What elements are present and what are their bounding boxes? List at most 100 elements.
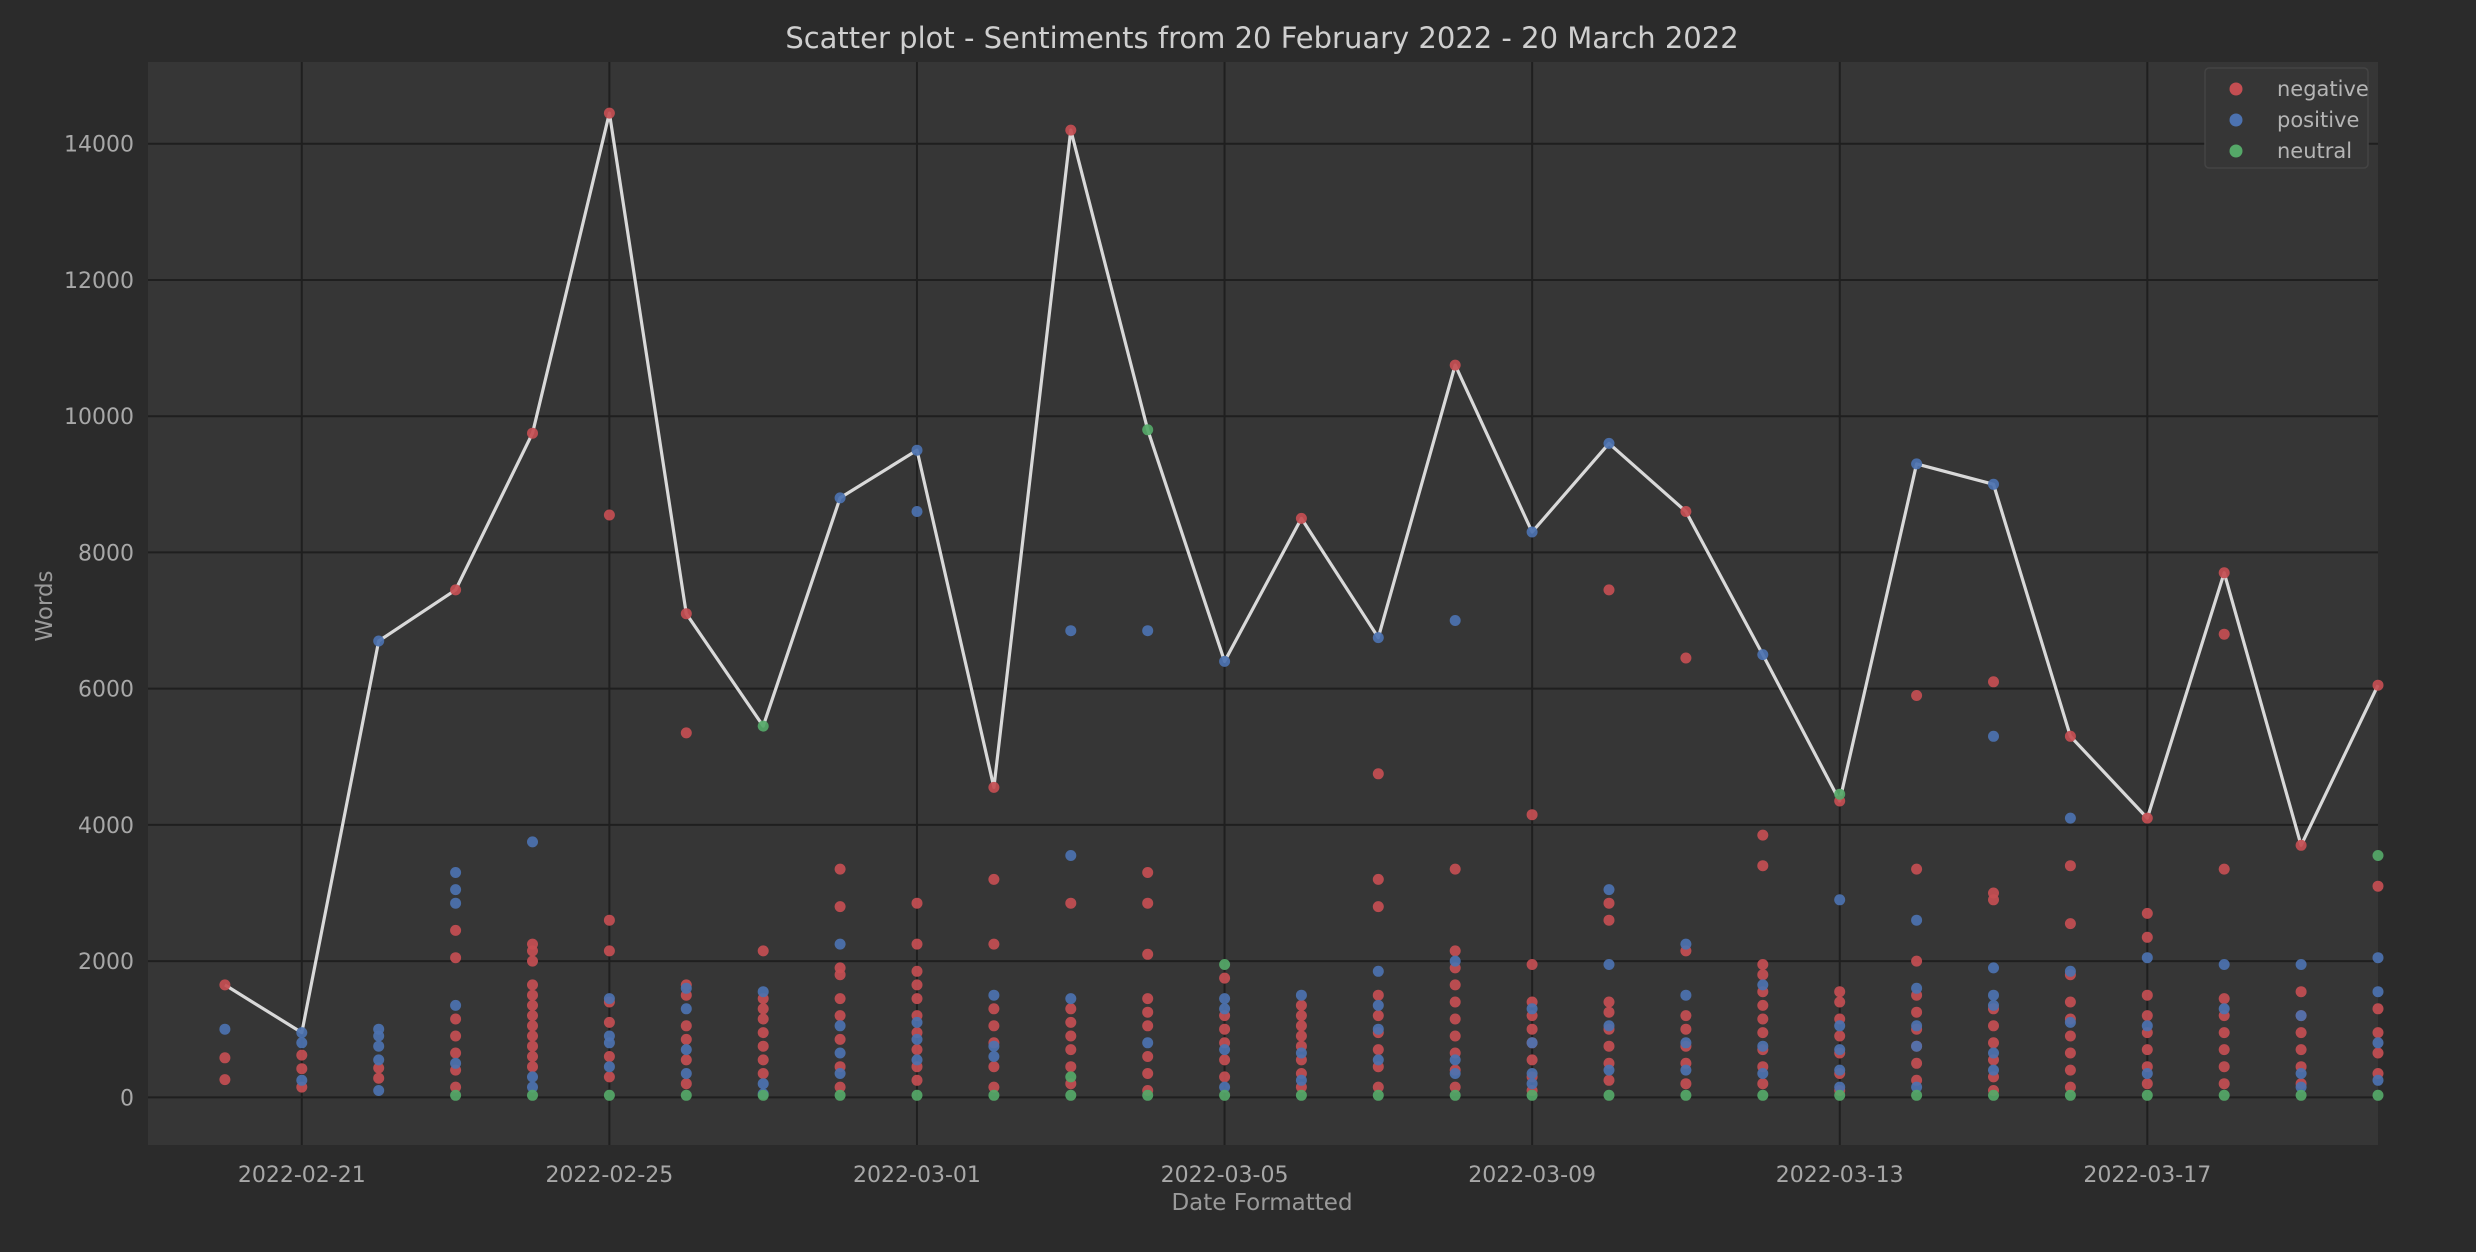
positive-point — [1911, 1081, 1923, 1093]
x-tick-label: 2022-03-09 — [1468, 1163, 1596, 1188]
neutral-point — [2141, 1089, 2153, 1101]
positive-point — [1988, 730, 1999, 742]
positive-point — [1449, 1068, 1461, 1079]
negative-point — [373, 1072, 385, 1084]
positive-point — [1603, 1064, 1615, 1076]
positive-point — [1449, 1054, 1461, 1066]
positive-point — [1680, 938, 1692, 950]
positive-point — [1372, 1023, 1384, 1035]
negative-point — [1757, 969, 1769, 981]
positive-point — [757, 986, 769, 998]
neutral-point — [1988, 1089, 1999, 1101]
positive-point — [911, 1054, 923, 1066]
neutral-point — [2218, 1089, 2230, 1101]
negative-point — [1449, 863, 1461, 875]
negative-point — [2064, 1047, 2076, 1059]
negative-point — [1526, 1054, 1538, 1066]
positive-point — [2295, 1081, 2307, 1093]
negative-point — [834, 1010, 846, 1022]
negative-point — [603, 1051, 615, 1062]
negative-point — [1757, 959, 1769, 970]
neutral-point — [834, 1089, 846, 1101]
negative-point — [2218, 567, 2230, 579]
negative-point — [1449, 945, 1461, 957]
negative-point — [988, 1020, 1000, 1032]
negative-point — [2064, 1081, 2076, 1093]
negative-point — [603, 945, 615, 957]
x-tick-label: 2022-02-25 — [545, 1163, 673, 1188]
positive-point — [603, 1037, 615, 1049]
negative-point — [1680, 1023, 1692, 1035]
negative-point — [1757, 860, 1769, 872]
positive-point — [1372, 632, 1384, 644]
negative-point — [757, 945, 769, 957]
negative-point — [450, 1081, 462, 1093]
positive-point — [1834, 1044, 1846, 1056]
negative-point — [2295, 986, 2307, 998]
negative-point — [1295, 1030, 1307, 1042]
negative-point — [1911, 1057, 1923, 1069]
x-tick-labels: 2022-02-21 2022-02-25 2022-03-01 2022-03-05… — [238, 1163, 2211, 1188]
neutral-point — [1065, 1089, 1077, 1101]
negative-point — [603, 107, 615, 119]
legend-box — [2204, 67, 2369, 169]
positive-point — [603, 993, 615, 1005]
negative-point — [1372, 1044, 1384, 1056]
negative-point — [2141, 907, 2153, 919]
negative-point — [2295, 1044, 2307, 1056]
positive-point — [450, 999, 462, 1011]
negative-point — [1603, 1006, 1615, 1018]
positive-point — [1372, 999, 1384, 1011]
negative-point — [2141, 989, 2153, 1001]
negative-point — [1603, 914, 1615, 926]
negative-point — [911, 979, 923, 991]
negative-point — [2064, 1030, 2076, 1042]
neutral-point — [911, 1089, 923, 1101]
positive-point — [757, 1078, 769, 1090]
positive-point — [1295, 1047, 1307, 1059]
negative-point — [680, 1078, 692, 1090]
positive-point — [1526, 1068, 1538, 1079]
neutral-point — [1142, 1089, 1154, 1101]
negative-point — [1988, 1037, 1999, 1049]
positive-point — [1219, 655, 1231, 667]
positive-point — [1526, 1003, 1538, 1015]
positive-point — [1911, 982, 1923, 994]
negative-point — [450, 952, 462, 964]
negative-point — [450, 924, 462, 936]
positive-point — [1988, 962, 1999, 974]
series-neutral — [450, 424, 2384, 1101]
legend-marker-positive — [2229, 113, 2243, 127]
neutral-point — [680, 1089, 692, 1101]
positive-point — [834, 1047, 846, 1059]
neutral-point — [1065, 1071, 1077, 1083]
positive-point — [450, 1057, 462, 1069]
negative-point — [834, 901, 846, 913]
positive-point — [1295, 989, 1307, 1001]
negative-point — [527, 1040, 538, 1052]
negative-point — [450, 1030, 462, 1042]
negative-point — [1603, 584, 1615, 596]
positive-point — [1757, 649, 1769, 661]
positive-point — [2141, 1068, 2153, 1079]
x-tick-label: 2022-03-05 — [1161, 1163, 1289, 1188]
legend: negative positive neutral — [2204, 67, 2369, 169]
legend-label-negative: negative — [2277, 77, 2369, 101]
y-tick-label: 6000 — [78, 678, 134, 703]
legend-marker-negative — [2229, 82, 2243, 96]
negative-point — [1142, 1020, 1154, 1032]
negative-point — [1065, 897, 1077, 909]
positive-point — [1757, 1040, 1769, 1052]
positive-point — [373, 635, 385, 647]
negative-point — [1219, 1054, 1231, 1066]
negative-point — [1680, 1010, 1692, 1022]
negative-point — [988, 1081, 1000, 1093]
positive-point — [1603, 1020, 1615, 1032]
negative-point — [680, 1054, 692, 1066]
negative-point — [1449, 979, 1461, 991]
neutral-point — [757, 1089, 769, 1101]
legend-marker-neutral — [2229, 144, 2243, 158]
positive-point — [527, 1071, 538, 1083]
positive-point — [1219, 993, 1231, 1005]
